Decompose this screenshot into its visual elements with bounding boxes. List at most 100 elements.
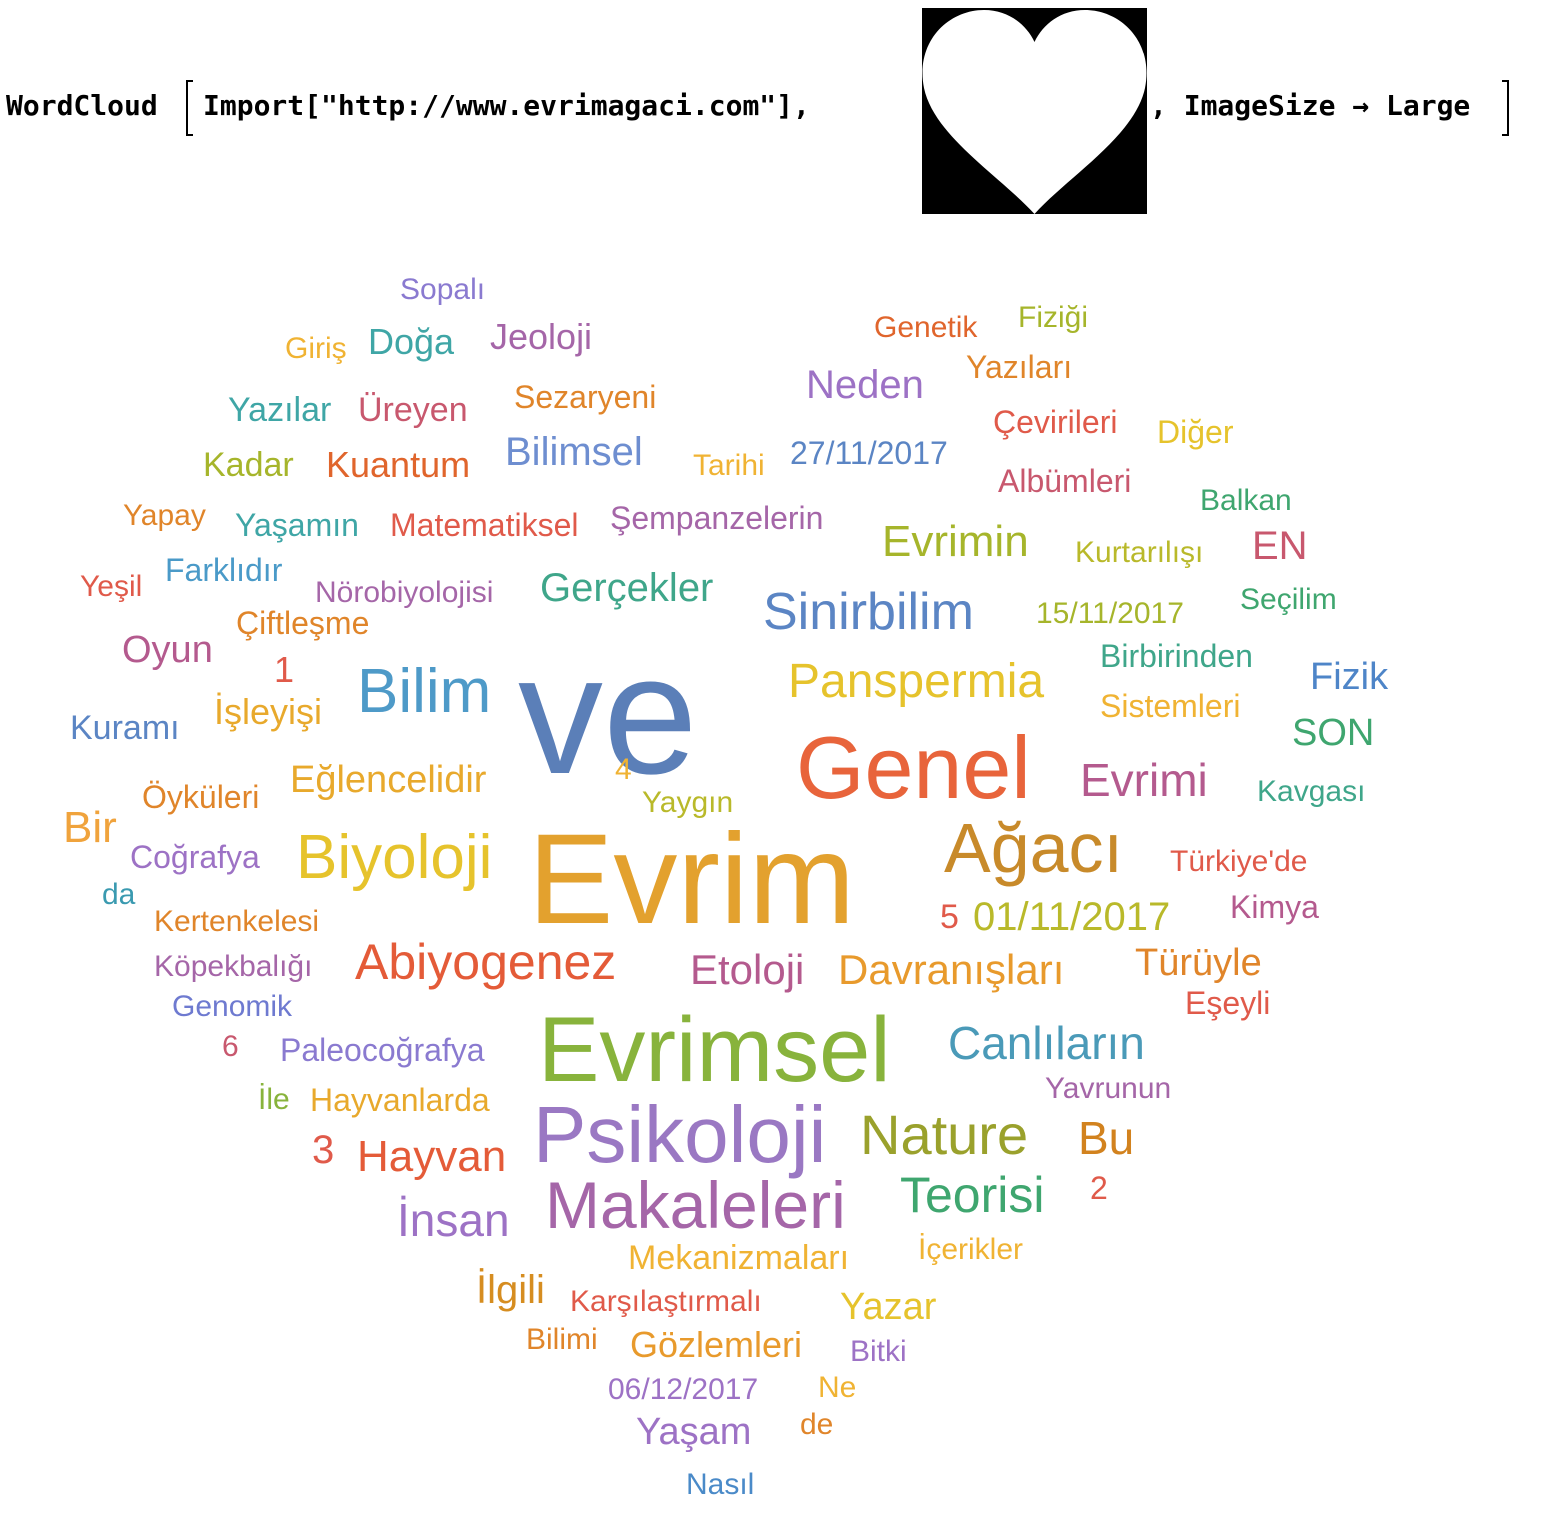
word-cloud-word: 4 [615, 753, 632, 786]
word-cloud-word: Türkiye'de [1170, 845, 1308, 878]
word-cloud-word: Çiftleşme [236, 605, 370, 641]
word-cloud-word: Köpekbalığı [154, 950, 313, 983]
import-argument: Import["http://www.evrimagaci.com"], [203, 89, 810, 122]
word-cloud-word: Kuramı [70, 709, 180, 747]
word-cloud-word: Oyun [122, 629, 213, 671]
word-cloud-word: Fizik [1310, 656, 1389, 698]
word-cloud-word: Bilimi [526, 1323, 598, 1356]
word-cloud-word: Bir [63, 803, 117, 852]
word-cloud-word: Bilimsel [505, 430, 643, 474]
word-cloud-word: Karşılaştırmalı [570, 1285, 762, 1318]
word-cloud-word: Yazıları [966, 349, 1073, 385]
word-cloud-word: ve [518, 620, 698, 810]
word-cloud-word: Hayvan [357, 1132, 507, 1181]
word-cloud-word: Yaşam [636, 1411, 752, 1453]
word-cloud-word: Canlıların [948, 1017, 1145, 1069]
imagesize-option: , ImageSize → Large [1150, 89, 1471, 122]
word-cloud-word: EN [1252, 524, 1308, 568]
word-cloud-word: Hayvanlarda [310, 1082, 490, 1118]
word-cloud-word: Sinirbilim [763, 583, 974, 641]
word-cloud-word: Yaşamın [235, 507, 359, 543]
word-cloud-word: Abiyogenez [355, 934, 617, 990]
word-cloud-word: Bitki [850, 1335, 907, 1368]
word-cloud-word: Farklıdır [165, 552, 283, 588]
word-cloud-word: da [102, 878, 136, 911]
word-cloud-word: Öyküleri [142, 779, 260, 815]
open-bracket [186, 80, 193, 136]
word-cloud-word: 6 [222, 1030, 239, 1063]
word-cloud-word: 01/11/2017 [973, 895, 1171, 939]
word-cloud-word: İle [258, 1083, 290, 1116]
word-cloud-word: Etoloji [690, 946, 805, 993]
word-cloud-word: 3 [312, 1128, 335, 1172]
word-cloud-word: Sezaryeni [514, 379, 657, 415]
word-cloud-word: Kertenkelesi [154, 905, 320, 938]
word-cloud-word: Biyoloji [296, 823, 493, 892]
word-cloud-word: İlgili [476, 1268, 545, 1312]
word-cloud-word: Eğlencelidir [290, 759, 487, 801]
word-cloud-word: Evrimi [1080, 754, 1208, 806]
word-cloud-word: Birbirinden [1100, 638, 1253, 674]
word-cloud-word: Panspermia [788, 655, 1045, 708]
word-cloud-word: 27/11/2017 [790, 435, 948, 471]
word-cloud-word: Fiziği [1018, 301, 1089, 334]
word-cloud-word: Tarihi [693, 449, 765, 482]
word-cloud-word: de [800, 1408, 834, 1441]
word-cloud-word: Makaleleri [545, 1168, 846, 1242]
word-cloud-word: 5 [940, 898, 959, 936]
word-cloud-word: Matematiksel [390, 507, 579, 543]
word-cloud-word: Şempanzelerin [610, 500, 824, 536]
word-cloud-word: Yavrunun [1045, 1072, 1172, 1105]
word-cloud-word: Ne [818, 1371, 857, 1404]
word-cloud-word: Bu [1078, 1112, 1135, 1164]
word-cloud-word: Bilim [357, 657, 492, 726]
word-cloud-word: Paleocoğrafya [280, 1032, 485, 1068]
word-cloud-word: 15/11/2017 [1036, 597, 1184, 630]
word-cloud-word: Giriş [285, 332, 347, 365]
word-cloud-word: Nature [860, 1103, 1029, 1166]
word-cloud-word: Eşeyli [1185, 985, 1271, 1021]
input-expression[interactable]: WordCloud Import["http://www.evrimagaci.… [0, 0, 1560, 225]
word-cloud-word: Türüyle [1135, 942, 1262, 984]
word-cloud-word: Psikoloji [533, 1090, 827, 1179]
word-cloud-word: Doğa [368, 321, 455, 362]
word-cloud-word: 06/12/2017 [608, 1373, 759, 1406]
word-cloud-word: İşleyişi [214, 691, 323, 732]
word-cloud-word: Davranışları [838, 946, 1065, 993]
word-cloud-word: Yaygın [642, 786, 734, 819]
word-cloud-word: Sopalı [400, 273, 486, 306]
word-cloud-word: Nasıl [686, 1468, 755, 1501]
word-cloud-word: Genetik [874, 311, 978, 344]
word-cloud-word: İnsan [397, 1194, 510, 1246]
word-cloud-word: Balkan [1200, 484, 1292, 517]
word-cloud-word: Kadar [203, 446, 294, 484]
word-cloud-word: Yapay [123, 499, 206, 532]
word-cloud-word: Üreyen [358, 391, 468, 429]
word-cloud-word: SON [1292, 712, 1375, 754]
word-cloud-word: Albümleri [998, 463, 1132, 499]
word-cloud-word: Kurtarılışı [1075, 536, 1204, 569]
word-cloud-word: Evrimin [882, 517, 1029, 566]
word-cloud-word: Neden [806, 363, 924, 407]
word-cloud-word: Genel [796, 718, 1031, 817]
word-cloud-word: Ağacı [944, 809, 1123, 887]
word-cloud-word: Gerçekler [540, 566, 714, 610]
word-cloud-word: Nörobiyolojisi [315, 576, 494, 609]
word-cloud-word: Yazar [840, 1286, 937, 1328]
word-cloud-word: Yeşil [80, 570, 143, 603]
word-cloud-word: Evrimsel [538, 999, 891, 1101]
word-cloud-word: Kimya [1230, 889, 1319, 925]
word-cloud-word: Sistemleri [1100, 688, 1241, 724]
wordcloud-function: WordCloud [6, 89, 158, 122]
word-cloud-word: Mekanizmaları [628, 1239, 850, 1277]
word-cloud-word: Gözlemleri [630, 1324, 803, 1365]
close-bracket [1502, 80, 1509, 136]
word-cloud-word: 2 [1090, 1170, 1108, 1206]
word-cloud-word: Diğer [1157, 414, 1234, 450]
word-cloud-word: Kuantum [326, 444, 471, 485]
word-cloud-word: Çevirileri [993, 404, 1118, 440]
word-cloud-word: Evrim [528, 808, 856, 951]
word-cloud-word: Teorisi [900, 1167, 1045, 1223]
word-cloud-word: Genomik [172, 990, 293, 1023]
